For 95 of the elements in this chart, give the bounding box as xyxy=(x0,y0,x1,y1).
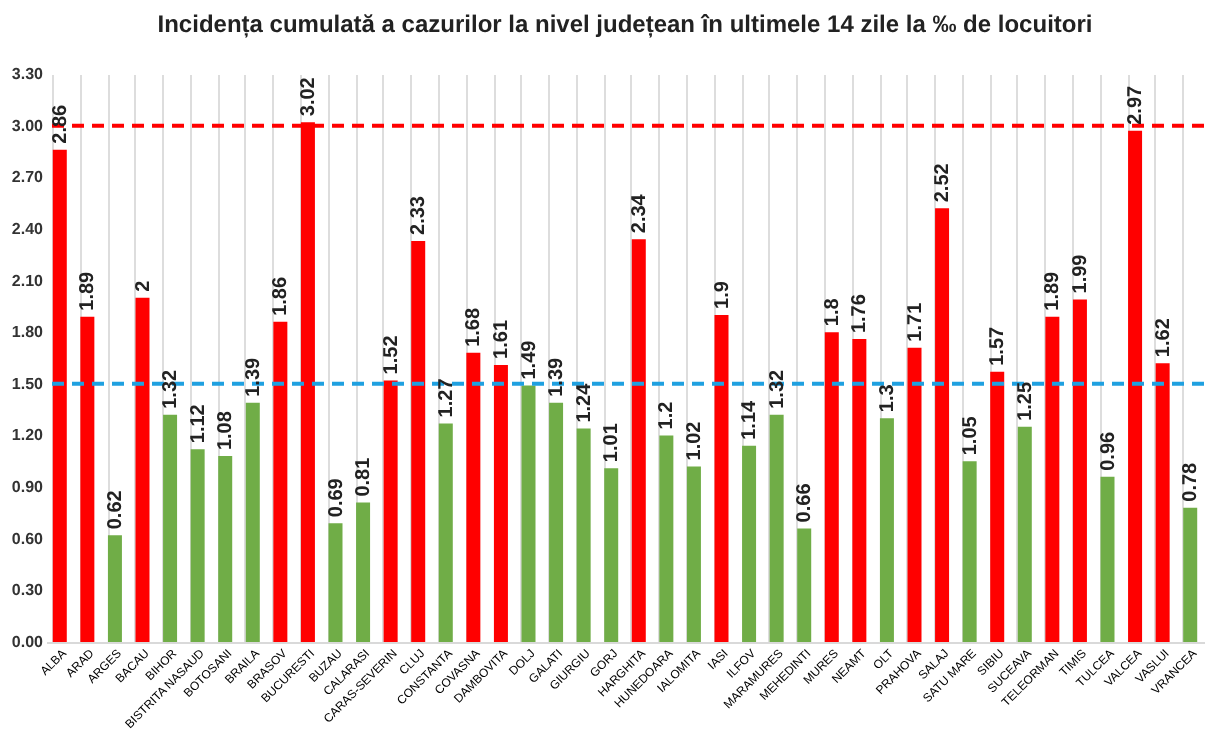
bar xyxy=(769,414,784,642)
data-label: 1.76 xyxy=(849,293,872,334)
data-label: 1.52 xyxy=(380,334,403,375)
data-label: 1.39 xyxy=(242,356,265,397)
bar xyxy=(879,418,894,642)
data-label: 0.62 xyxy=(104,489,127,530)
data-label: 2.97 xyxy=(1125,85,1148,125)
data-label: 1.89 xyxy=(1042,270,1065,311)
bar xyxy=(549,402,564,642)
y-tick-label: 2.10 xyxy=(11,271,45,290)
data-label: 1.05 xyxy=(959,415,982,456)
y-tick-label: 1.80 xyxy=(11,323,45,342)
bar xyxy=(852,339,867,642)
data-label: 1.08 xyxy=(215,410,238,451)
bar xyxy=(493,364,508,642)
data-label: 1.14 xyxy=(739,399,762,440)
data-label: 1.25 xyxy=(1014,381,1037,421)
data-label: 1.71 xyxy=(904,301,927,342)
y-tick-label: 3.30 xyxy=(11,65,45,83)
bar xyxy=(438,423,453,642)
data-label: 1.57 xyxy=(987,325,1010,366)
data-label: 1.8 xyxy=(821,297,844,327)
y-tick-label: 1.20 xyxy=(11,426,45,445)
data-label: 1.24 xyxy=(573,382,596,423)
data-label: 1.3 xyxy=(876,383,899,413)
data-label: 2.33 xyxy=(408,195,431,235)
data-label: 1.01 xyxy=(601,422,624,463)
bar xyxy=(1100,476,1115,642)
bar xyxy=(604,468,619,642)
bar xyxy=(714,314,729,642)
data-label: 1.99 xyxy=(1069,253,1092,294)
y-tick-label: 0.00 xyxy=(11,633,45,651)
data-label: 1.68 xyxy=(463,307,486,347)
bar xyxy=(797,528,812,642)
chart-title: Incidența cumulată a cazurilor la nivel județean în ultimele 14 zile la ‰ de locuitori xyxy=(157,10,1093,38)
bar xyxy=(631,239,646,642)
data-label: 1.9 xyxy=(711,280,734,309)
bar xyxy=(686,466,701,642)
data-label: 1.89 xyxy=(77,270,100,311)
bar xyxy=(907,347,922,642)
bar xyxy=(1045,316,1060,642)
bar xyxy=(742,445,757,642)
bar xyxy=(190,449,205,642)
data-label: 1.02 xyxy=(683,420,706,461)
bar xyxy=(521,385,536,642)
y-tick-label: 1.50 xyxy=(11,374,45,393)
bar xyxy=(163,414,178,642)
bar xyxy=(1155,363,1170,642)
y-tick-label: 2.70 xyxy=(11,168,45,187)
data-label: 1.12 xyxy=(187,403,210,444)
bar xyxy=(411,240,426,642)
data-label: 1.39 xyxy=(546,356,569,397)
y-tick-label: 0.60 xyxy=(11,529,45,548)
y-tick-label: 0.30 xyxy=(11,581,45,600)
bar xyxy=(466,352,481,642)
data-label: 2.86 xyxy=(49,103,72,144)
data-label: 2 xyxy=(132,279,155,292)
data-label: 0.78 xyxy=(1180,461,1203,502)
bar xyxy=(1017,426,1032,642)
data-label: 1.62 xyxy=(1152,317,1175,358)
data-label: 0.96 xyxy=(1097,430,1120,471)
bar xyxy=(383,380,398,642)
bar xyxy=(1072,299,1087,642)
y-tick-label: 3.00 xyxy=(11,116,45,135)
bar xyxy=(107,535,122,642)
bar xyxy=(962,461,977,642)
bar xyxy=(1183,507,1198,642)
data-label: 1.32 xyxy=(766,369,789,409)
data-label: 1.2 xyxy=(656,400,679,430)
bar xyxy=(356,502,371,642)
data-label: 2.52 xyxy=(932,162,955,203)
bar xyxy=(52,149,67,642)
bar xyxy=(328,523,343,642)
data-label: 0.69 xyxy=(325,477,348,518)
data-label: 2.34 xyxy=(628,193,651,234)
bar xyxy=(135,297,150,642)
data-label: 1.27 xyxy=(435,377,458,418)
bar xyxy=(245,402,260,642)
data-label: 1.49 xyxy=(518,339,541,380)
data-label: 0.81 xyxy=(353,456,376,497)
data-label: 1.86 xyxy=(270,276,293,316)
bar xyxy=(218,456,233,642)
bar xyxy=(576,428,591,642)
bar xyxy=(659,435,674,642)
data-label: 0.66 xyxy=(794,482,817,523)
bar xyxy=(935,208,950,642)
bar xyxy=(80,316,95,642)
bar xyxy=(273,321,288,642)
y-tick-label: 2.40 xyxy=(11,219,45,238)
y-tick-label: 0.90 xyxy=(11,478,45,497)
bar xyxy=(824,332,839,642)
data-label: 3.02 xyxy=(297,76,320,117)
bar xyxy=(990,371,1005,642)
data-label: 1.61 xyxy=(490,319,513,359)
data-label: 1.32 xyxy=(160,369,183,409)
